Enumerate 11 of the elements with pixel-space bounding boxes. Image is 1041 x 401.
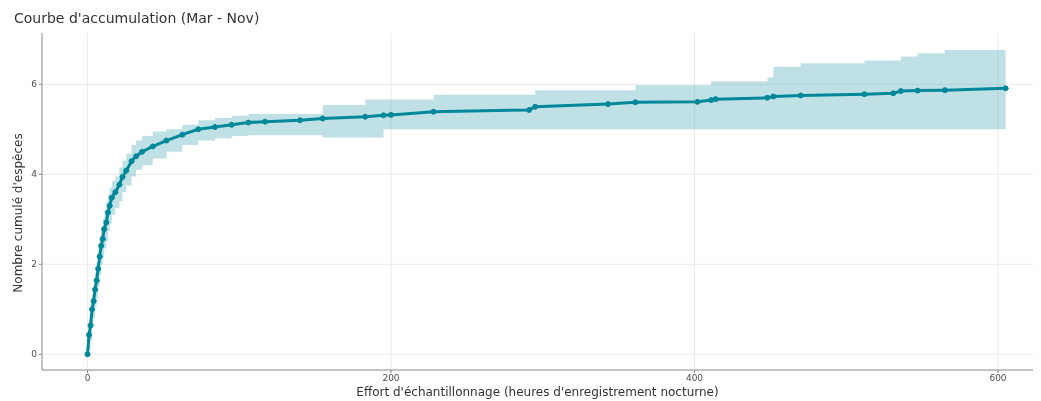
- y-axis-title: Nombre cumulé d'espèces: [11, 133, 25, 293]
- x-axis-title: Effort d'échantillonnage (heures d'enregistrement nocturne): [355, 385, 720, 399]
- y-tick-label: 4: [31, 169, 38, 180]
- x-tick-label: 400: [685, 373, 704, 384]
- y-tick-label: 6: [31, 79, 38, 90]
- chart-title: Courbe d'accumulation (Mar - Nov): [14, 10, 260, 26]
- x-tick-label: 200: [382, 373, 400, 384]
- y-tick-label: 0: [31, 349, 38, 360]
- x-tick-label: 0: [84, 373, 91, 384]
- y-tick-label: 2: [31, 259, 37, 270]
- x-tick-label: 600: [989, 373, 1007, 384]
